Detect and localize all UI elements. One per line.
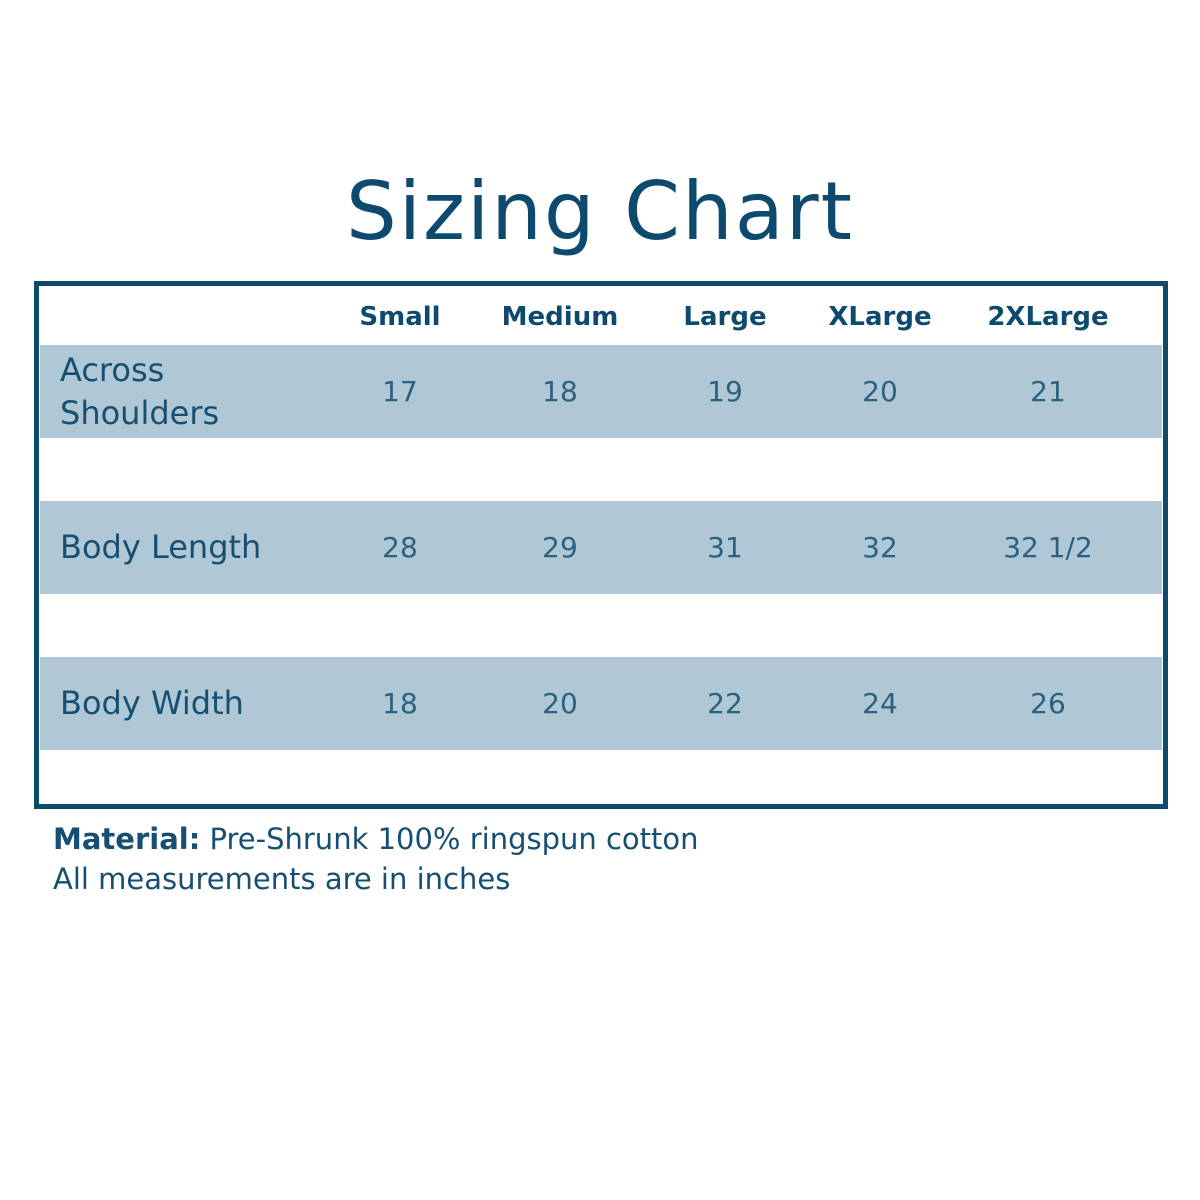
- table-row: Body Length 28 29 31 32 32 1/2: [40, 501, 1162, 594]
- row-label: Body Width: [60, 684, 244, 722]
- cell-value: 17: [382, 375, 418, 408]
- column-header: Large: [683, 302, 767, 332]
- cell-value: 26: [1030, 687, 1066, 720]
- column-header: 2XLarge: [987, 302, 1109, 332]
- cell-value: 19: [707, 375, 743, 408]
- table-row: Across Shoulders 17 18 19 20 21: [40, 345, 1162, 438]
- table-row: Body Width 18 20 22 24 26: [40, 657, 1162, 750]
- cell-value: 28: [382, 531, 418, 564]
- material-text: Pre-Shrunk 100% ringspun cotton: [209, 822, 699, 856]
- cell-value: 32 1/2: [1003, 531, 1093, 564]
- cell-value: 31: [707, 531, 743, 564]
- cell-value: 20: [542, 687, 578, 720]
- row-label: Body Length: [60, 528, 262, 566]
- cell-value: 29: [542, 531, 578, 564]
- column-header: Medium: [501, 302, 619, 332]
- cell-value: 32: [862, 531, 898, 564]
- column-header: Small: [359, 302, 441, 332]
- cell-value: 22: [707, 687, 743, 720]
- column-header: XLarge: [828, 302, 932, 332]
- material-label: Material:: [53, 822, 201, 856]
- material-line: Material: Pre-Shrunk 100% ringspun cotto…: [53, 822, 699, 856]
- cell-value: 18: [382, 687, 418, 720]
- size-table: Small Medium Large XLarge 2XLarge Across Shou…: [34, 281, 1168, 809]
- row-label: Across Shoulders: [60, 350, 220, 432]
- cell-value: 18: [542, 375, 578, 408]
- note: All measurements are in inches: [53, 862, 511, 896]
- cell-value: 20: [862, 375, 898, 408]
- cell-value: 21: [1030, 375, 1066, 408]
- cell-value: 24: [862, 687, 898, 720]
- title: Sizing Chart: [346, 165, 854, 258]
